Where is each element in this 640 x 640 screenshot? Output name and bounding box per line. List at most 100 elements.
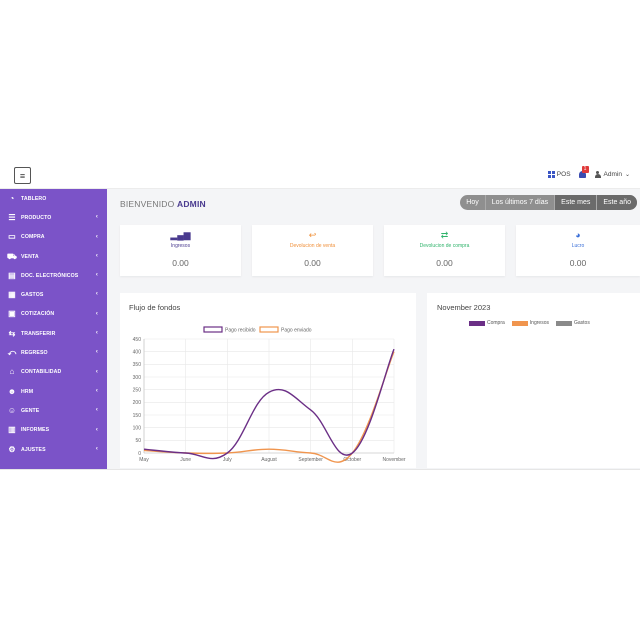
sidebar-item-regreso[interactable]: ⤺ REGRESO ‹ — [0, 343, 107, 362]
y-tick-label: 300 — [133, 375, 142, 381]
sidebar-item-contabilidad[interactable]: ⌂ CONTABILIDAD ‹ — [0, 363, 107, 382]
list-icon: ☰ — [8, 212, 16, 222]
period-button[interactable]: Los últimos 7 días — [486, 195, 556, 210]
sidebar-item-label: DOC. ELECTRÓNICOS — [21, 272, 79, 279]
x-tick-label: August — [261, 457, 277, 463]
month-panel: November 2023 Compra Ingresos Gastos — [427, 293, 640, 468]
period-button[interactable]: Hoy — [460, 195, 486, 210]
sidebar-item-gente[interactable]: ☺ GENTE ‹ — [0, 401, 107, 420]
footer-divider — [0, 469, 640, 470]
sidebar-item-label: CONTABILIDAD — [21, 369, 62, 376]
sidebar-item-transferir[interactable]: ⇆ TRANSFERIR ‹ — [0, 324, 107, 343]
sidebar-item-label: AJUSTES — [21, 446, 46, 453]
x-tick-label: June — [180, 457, 191, 463]
calculator-icon: ▦ — [8, 290, 16, 300]
pos-label: POS — [556, 170, 571, 178]
sidebar-item-label: REGRESO — [21, 350, 48, 357]
sidebar-item-tablero[interactable]: ◔ TABLERO — [0, 189, 107, 208]
stat-card: ⇄ Devolucion de compra 0.00 — [384, 225, 505, 276]
chevron-left-icon: ‹ — [95, 291, 98, 298]
y-tick-label: 250 — [133, 387, 142, 393]
return-icon: ⤺ — [7, 348, 17, 358]
sidebar: ◔ TABLERO ☰ PRODUCTO ‹ ▭ COMPRA ‹ ⛟ VENTA ‹ ▤ DOC. E… — [0, 189, 107, 469]
x-tick-label: September — [298, 457, 323, 463]
sidebar-item-label: COTIZACIÓN — [21, 311, 55, 318]
y-tick-label: 50 — [135, 438, 141, 444]
chevron-left-icon: ‹ — [95, 426, 98, 433]
main-content: BIENVENIDO ADMIN Hoy Los últimos 7 días Es… — [107, 189, 640, 469]
chevron-left-icon: ‹ — [95, 272, 98, 279]
period-button[interactable]: Este año — [597, 195, 637, 210]
report-icon: ▥ — [8, 425, 16, 435]
legend-item[interactable]: Gastos — [555, 320, 590, 326]
stat-label: Lucro — [571, 243, 585, 249]
chevron-left-icon: ‹ — [95, 407, 98, 414]
stat-card: ▂▄▆ Ingresos 0.00 — [120, 225, 241, 276]
sidebar-item-label: GENTE — [21, 407, 40, 414]
legend-item[interactable]: Compra — [469, 320, 505, 326]
month-title: November 2023 — [437, 303, 491, 312]
sidebar-item-label: TRANSFERIR — [21, 330, 56, 337]
legend-swatch — [469, 320, 485, 326]
chevron-left-icon: ‹ — [95, 214, 98, 221]
bar-chart-icon: ▂▄▆ — [170, 229, 191, 240]
welcome-prefix: BIENVENIDO — [120, 199, 175, 209]
cashflow-panel: Flujo de fondos 0 50 100 150 200 250 300 350 400… — [120, 293, 416, 468]
cart-icon: ⛟ — [6, 251, 18, 261]
sidebar-item-compra[interactable]: ▭ COMPRA ‹ — [0, 228, 107, 247]
menu-toggle-button[interactable]: ≡ — [14, 167, 31, 184]
top-right-controls: POS 1 Admin ⌄ — [547, 166, 630, 179]
sidebar-item-doc-electrónicos[interactable]: ▤ DOC. ELECTRÓNICOS ‹ — [0, 266, 107, 285]
legend-swatch — [511, 320, 528, 326]
legend-label: Gastos — [573, 320, 590, 326]
sidebar-item-gastos[interactable]: ▦ GASTOS ‹ — [0, 285, 107, 304]
y-tick-label: 400 — [133, 349, 142, 355]
welcome-user: ADMIN — [177, 199, 206, 209]
x-tick-label: October — [343, 457, 361, 463]
sidebar-item-hrm[interactable]: ☻ HRM ‹ — [0, 382, 107, 401]
stat-label: Devolucion de venta — [289, 243, 336, 249]
sidebar-item-label: HRM — [21, 388, 34, 395]
card-icon: ▭ — [8, 232, 16, 242]
y-tick-label: 450 — [133, 337, 142, 343]
sidebar-item-label: INFORMES — [21, 427, 50, 434]
bank-icon: ⌂ — [9, 367, 15, 377]
sidebar-item-ajustes[interactable]: ⚙ AJUSTES ‹ — [0, 440, 107, 459]
sidebar-item-informes[interactable]: ▥ INFORMES ‹ — [0, 421, 107, 440]
legend-item[interactable]: Ingresos — [511, 320, 549, 326]
chevron-left-icon: ‹ — [95, 330, 98, 337]
stat-card: ↩ Devolucion de venta 0.00 — [252, 225, 373, 276]
notification-badge: 1 — [581, 166, 589, 173]
chevron-left-icon: ‹ — [95, 252, 98, 259]
user-label: Admin — [603, 170, 622, 178]
legend-swatch — [259, 326, 279, 333]
user-menu[interactable]: Admin ⌄ — [594, 170, 630, 178]
pos-link[interactable]: POS — [547, 170, 571, 178]
legend-label: Pago recibido — [225, 328, 256, 334]
sidebar-item-venta[interactable]: ⛟ VENTA ‹ — [0, 247, 107, 266]
welcome-heading: BIENVENIDO ADMIN — [120, 199, 206, 209]
notifications-button[interactable]: 1 — [578, 166, 589, 179]
sidebar-item-label: TABLERO — [21, 195, 47, 202]
y-tick-label: 200 — [133, 400, 142, 406]
stat-card: ◕ Lucro 0.00 — [516, 225, 640, 276]
sidebar-item-label: PRODUCTO — [21, 214, 52, 221]
x-tick-label: November — [382, 457, 405, 463]
undo-icon: ↩ — [308, 229, 317, 240]
y-tick-label: 150 — [133, 413, 142, 419]
period-filter: Hoy Los últimos 7 días Este mes Este año — [460, 195, 637, 210]
cashflow-title: Flujo de fondos — [129, 303, 181, 312]
stat-value: 0.00 — [172, 258, 189, 268]
legend-label: Pago enviado — [281, 328, 312, 334]
series-line-pago-recibido — [143, 348, 395, 460]
period-button[interactable]: Este mes — [555, 195, 598, 210]
sidebar-item-producto[interactable]: ☰ PRODUCTO ‹ — [0, 208, 107, 227]
dashboard-icon: ◔ — [9, 193, 15, 203]
x-tick-label: July — [223, 457, 232, 463]
chevron-left-icon: ‹ — [95, 310, 98, 317]
sidebar-item-cotización[interactable]: ▣ COTIZACIÓN ‹ — [0, 305, 107, 324]
hamburger-icon: ≡ — [19, 170, 26, 181]
cashflow-chart: 0 50 100 150 200 250 300 350 400 450 May June July Au… — [133, 326, 406, 463]
y-tick-label: 100 — [133, 425, 142, 431]
